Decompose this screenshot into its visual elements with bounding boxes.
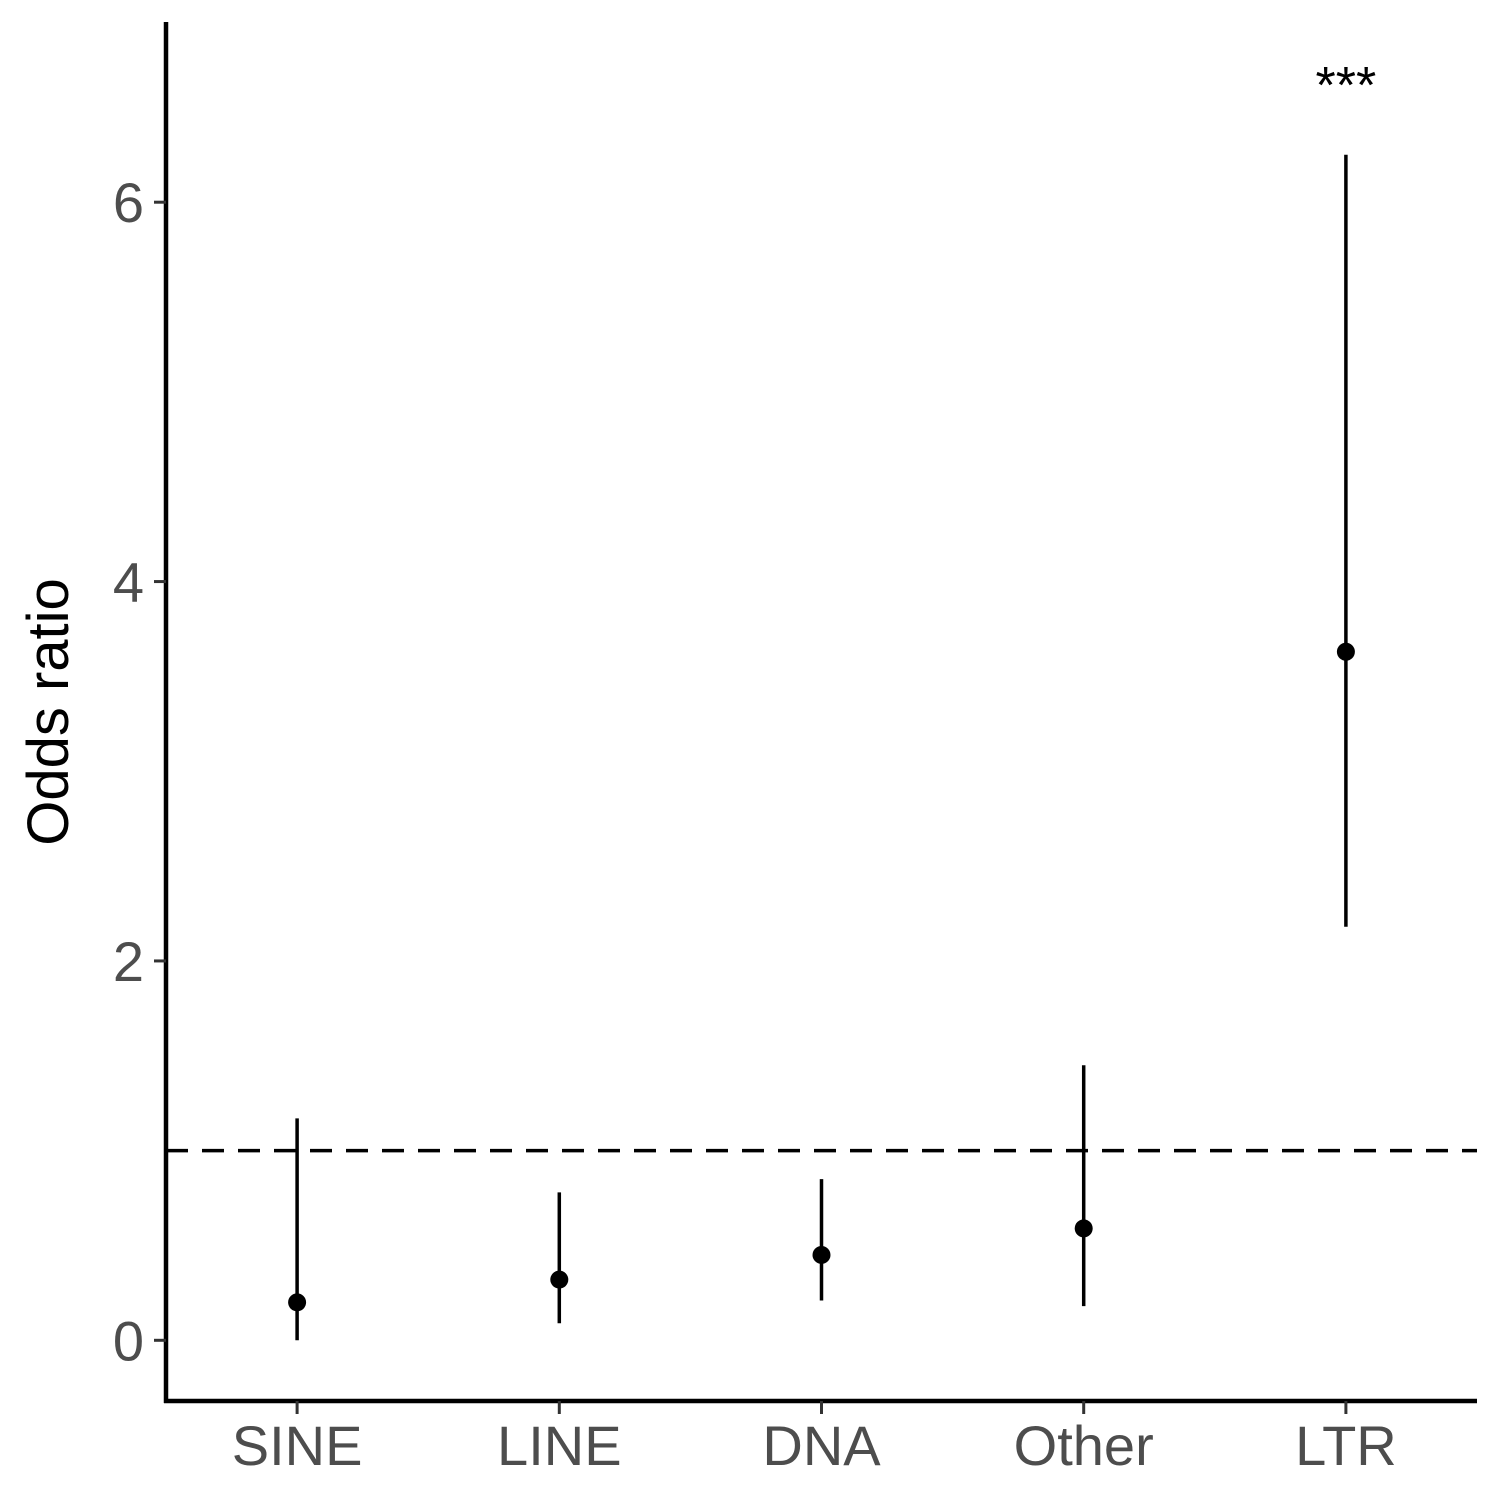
point-sine xyxy=(288,1293,307,1312)
y-tick-label: 6 xyxy=(113,171,144,234)
y-tick-label: 2 xyxy=(113,930,144,993)
x-tick-label-line: LINE xyxy=(497,1414,622,1477)
annotation-layer: *** xyxy=(1316,57,1377,115)
error-bar-layer xyxy=(295,154,1348,1341)
y-axis-title: Odds ratio xyxy=(16,578,81,846)
significance-label-ltr: *** xyxy=(1316,57,1377,115)
y-tick-label: 0 xyxy=(113,1309,144,1372)
x-tick-label-sine: SINE xyxy=(232,1414,363,1477)
x-tick-label-dna: DNA xyxy=(762,1414,881,1477)
x-tick-label-ltr: LTR xyxy=(1295,1414,1397,1477)
x-ticks: SINE LINE DNA Other LTR xyxy=(232,1401,1397,1477)
y-ticks: 0 2 4 6 xyxy=(113,171,166,1372)
point-dna xyxy=(812,1245,831,1264)
point-layer xyxy=(288,642,1355,1312)
point-ltr xyxy=(1336,642,1355,661)
point-other xyxy=(1074,1219,1093,1238)
y-tick-label: 4 xyxy=(113,551,144,614)
point-line xyxy=(550,1270,569,1289)
x-tick-label-other: Other xyxy=(1014,1414,1154,1477)
